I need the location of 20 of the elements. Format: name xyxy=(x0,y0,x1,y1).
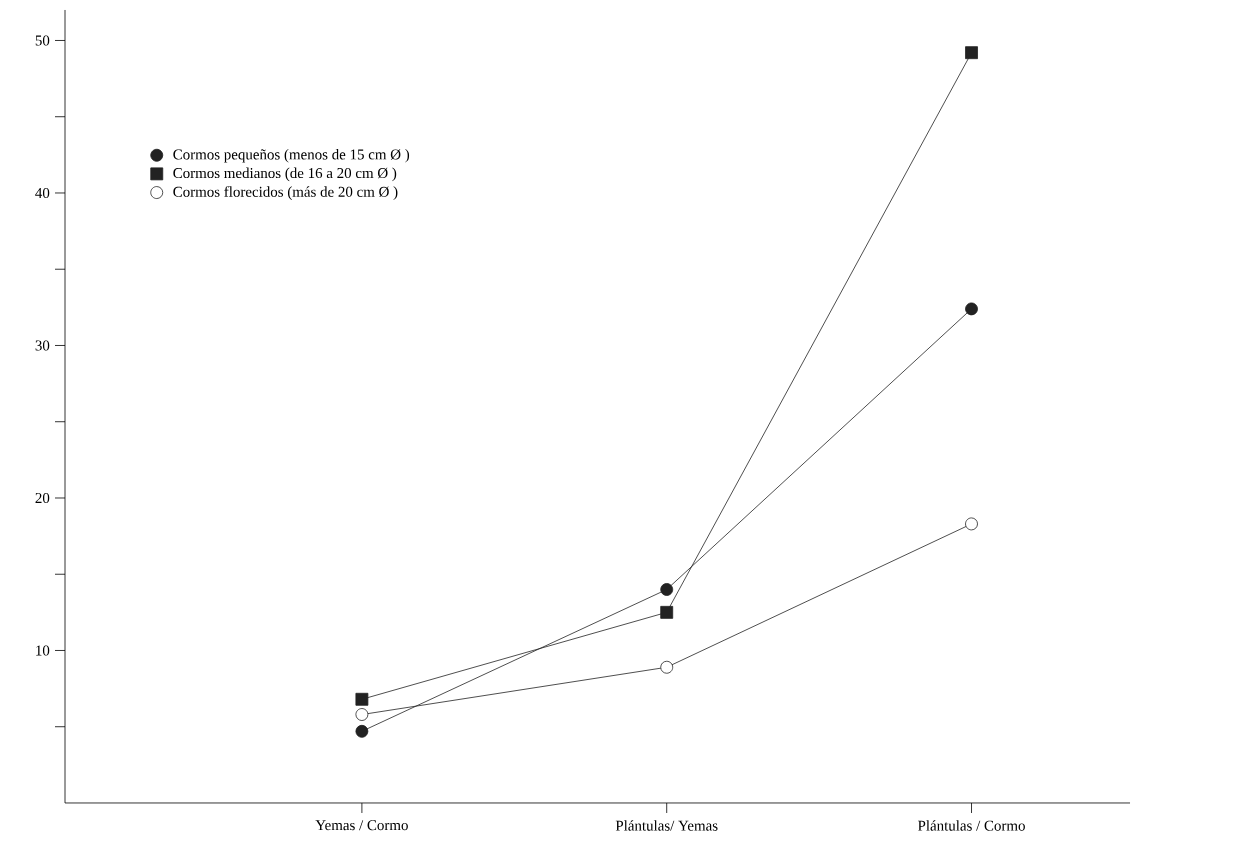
point xyxy=(965,46,978,60)
legend-label: Cormos medianos (de 16 a 20 cm Ø ) xyxy=(173,167,397,182)
point xyxy=(355,708,369,721)
y-tick-label: 40 xyxy=(35,187,50,199)
point xyxy=(660,660,674,674)
point xyxy=(660,605,674,619)
point xyxy=(355,724,369,738)
point xyxy=(965,302,978,316)
point xyxy=(355,692,369,706)
x-tick-label: Yemas / Cormo xyxy=(315,820,408,831)
point xyxy=(660,583,674,596)
y-tick-label: 50 xyxy=(35,35,50,46)
point xyxy=(965,517,978,531)
y-tick-label: 30 xyxy=(35,340,50,351)
legend-label: Cormos pequeños (menos de 15 cm Ø ) xyxy=(173,148,410,163)
x-tick-label: Plántulas/ Yemas xyxy=(615,820,718,831)
y-tick-label: 10 xyxy=(36,645,50,656)
x-tick-label: Plántulas / Cormo xyxy=(918,820,1025,831)
legend-label: Cormos florecidos (más de 20 cm Ø ) xyxy=(173,186,398,200)
y-tick-label: 20 xyxy=(35,492,50,504)
